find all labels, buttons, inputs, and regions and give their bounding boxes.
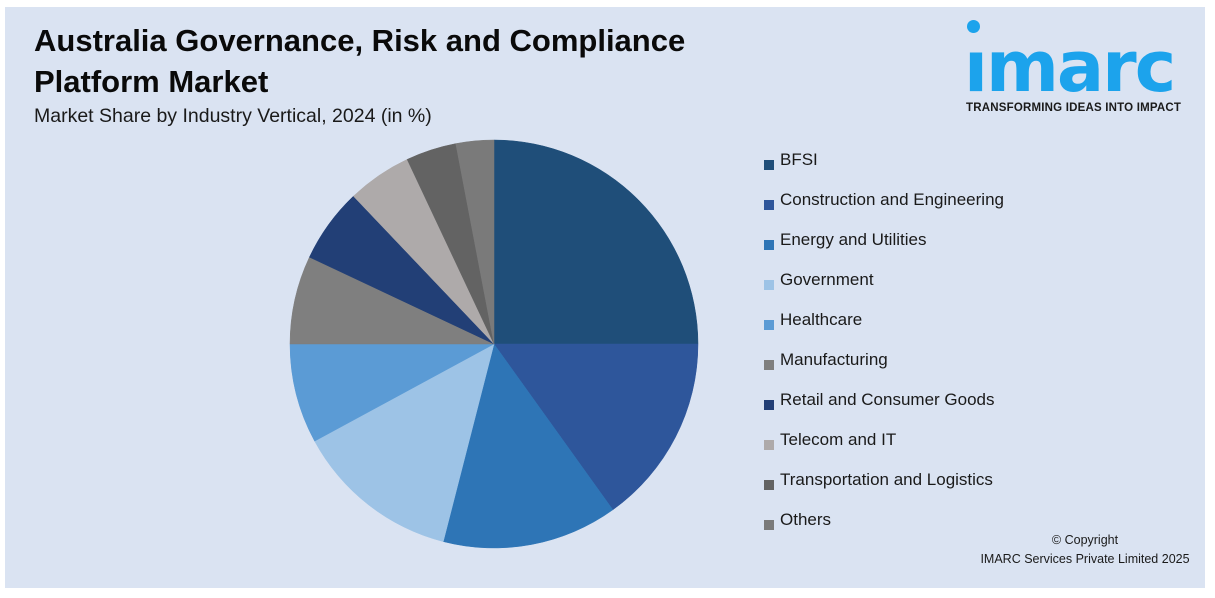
logo-tagline: TRANSFORMING IDEAS INTO IMPACT bbox=[966, 102, 1182, 114]
imarc-logo: imarc TRANSFORMING IDEAS INTO IMPACT bbox=[962, 18, 1197, 118]
legend-swatch bbox=[764, 440, 774, 450]
copyright-line-1: © Copyright bbox=[1051, 533, 1119, 547]
pie-slice-energy-and-utilities bbox=[442, 343, 614, 549]
legend-label: Manufacturing bbox=[780, 350, 888, 369]
legend-swatch bbox=[764, 200, 774, 210]
legend-label: Government bbox=[780, 270, 874, 289]
pie-slice-government bbox=[314, 343, 495, 542]
legend-label: Telecom and IT bbox=[780, 430, 897, 449]
legend-swatch bbox=[764, 280, 774, 290]
logo-dot-icon bbox=[967, 20, 980, 33]
legend-swatch bbox=[764, 520, 774, 530]
legend-swatch bbox=[764, 360, 774, 370]
legend-item-bfsi: BFSI bbox=[764, 145, 1004, 185]
legend-item-government: Government bbox=[764, 265, 1004, 305]
legend-swatch bbox=[764, 400, 774, 410]
legend-item-energy-and-utilities: Energy and Utilities bbox=[764, 225, 1004, 265]
legend-label: Healthcare bbox=[780, 310, 863, 329]
logo-wordmark: imarc bbox=[964, 26, 1176, 108]
legend-swatch bbox=[764, 160, 774, 170]
legend-label: Others bbox=[780, 510, 832, 529]
chart-title: Australia Governance, Risk and Complianc… bbox=[34, 23, 686, 99]
legend-item-others: Others bbox=[764, 505, 1004, 545]
pie-slice-healthcare bbox=[289, 343, 495, 442]
legend-item-construction-and-engineering: Construction and Engineering bbox=[764, 185, 1004, 225]
copyright-line-2: IMARC Services Private Limited 2025 bbox=[980, 552, 1190, 566]
pie-slice-others bbox=[455, 139, 495, 345]
legend-item-telecom-and-it: Telecom and IT bbox=[764, 425, 1004, 465]
legend-item-manufacturing: Manufacturing bbox=[764, 345, 1004, 385]
legend-item-retail-and-consumer-goods: Retail and Consumer Goods bbox=[764, 385, 1004, 425]
legend-label: Energy and Utilities bbox=[780, 230, 927, 249]
chart-subtitle: Market Share by Industry Vertical, 2024 … bbox=[34, 105, 432, 127]
legend-label: Retail and Consumer Goods bbox=[780, 390, 995, 409]
copyright-notice: © Copyright IMARC Services Private Limit… bbox=[960, 531, 1210, 569]
legend-swatch bbox=[764, 320, 774, 330]
chart-legend: BFSI Construction and Engineering Energy a… bbox=[764, 145, 1004, 545]
pie-slice-construction-and-engineering bbox=[493, 343, 699, 511]
legend-item-transportation-and-logistics: Transportation and Logistics bbox=[764, 465, 1004, 505]
pie-slice-bfsi bbox=[493, 139, 699, 345]
legend-swatch bbox=[764, 240, 774, 250]
legend-label: BFSI bbox=[780, 150, 818, 169]
legend-label: Transportation and Logistics bbox=[780, 470, 993, 489]
legend-swatch bbox=[764, 480, 774, 490]
legend-item-healthcare: Healthcare bbox=[764, 305, 1004, 345]
logo-dot-mask bbox=[964, 36, 986, 52]
legend-label: Construction and Engineering bbox=[780, 190, 1004, 209]
